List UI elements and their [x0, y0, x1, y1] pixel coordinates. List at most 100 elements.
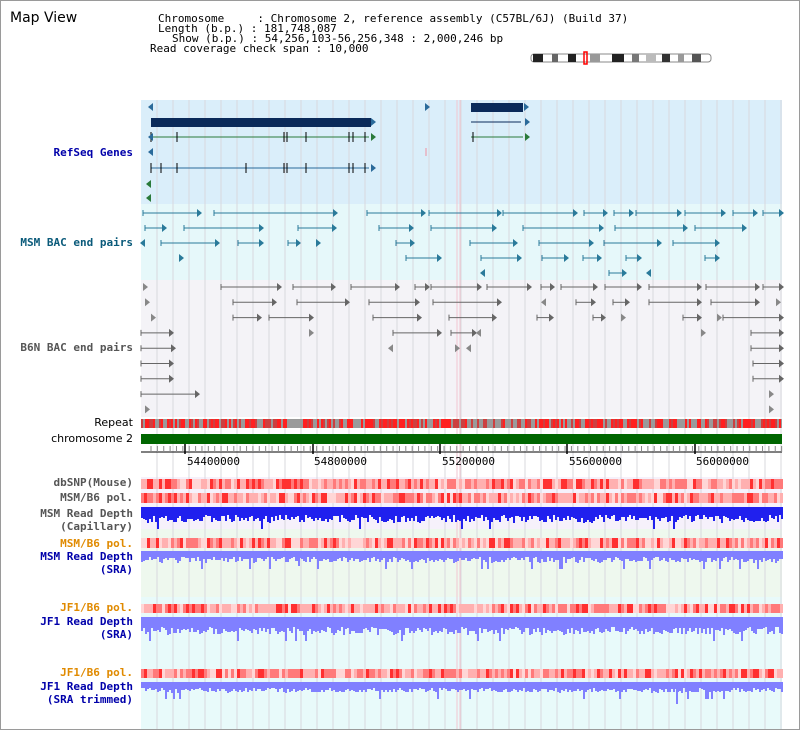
repeat-element	[275, 419, 277, 428]
capillary-depth-bar	[487, 507, 489, 520]
repeat-element	[205, 419, 207, 428]
dbsnp-density-cell	[180, 479, 183, 489]
capillary-depth-bar	[705, 507, 707, 517]
track-label-jf1-depth-sra-line1[interactable]: JF1 Read Depth	[40, 615, 133, 628]
capillary-depth-bar	[153, 507, 155, 516]
msm-sra-depth-bar	[521, 551, 523, 558]
dbsnp-density-cell	[687, 479, 690, 489]
msm-b6-pol-cell	[678, 538, 681, 548]
track-label-jf1-depth-trim-line1[interactable]: JF1 Read Depth	[40, 680, 133, 693]
dbsnp-density-cell	[258, 479, 261, 489]
msm-sra-depth-bar	[519, 551, 521, 560]
capillary-depth-bar	[367, 507, 369, 522]
msm-b6-pol-cell	[201, 538, 204, 548]
strand-arrow	[316, 239, 321, 247]
capillary-depth-bar	[141, 507, 143, 518]
jf1-trimmed-depth-bar	[311, 682, 313, 692]
jf1-trimmed-depth-bar	[229, 682, 231, 692]
msm-b6-pol-cell	[153, 493, 156, 503]
repeat-element	[545, 419, 547, 428]
msm-sra-depth-bar	[223, 551, 225, 561]
jf1-b6-pol-cell	[171, 669, 174, 678]
jf1-sra-depth-bar	[169, 617, 171, 634]
jf1-b6-pol-cell	[531, 669, 534, 678]
capillary-depth-bar	[431, 507, 433, 516]
jf1-sra-depth-bar	[257, 617, 259, 634]
capillary-depth-bar	[195, 507, 197, 520]
msm-b6-pol-cell	[276, 493, 279, 503]
dbsnp-density-cell	[318, 479, 321, 489]
capillary-depth-bar	[751, 507, 753, 521]
msm-sra-depth-bar	[353, 551, 355, 561]
capillary-depth-bar	[601, 507, 603, 517]
dbsnp-density-cell	[189, 479, 192, 489]
capillary-depth-bar	[325, 507, 327, 519]
jf1-trimmed-depth-bar	[351, 682, 353, 690]
track-label-msm-b6-pol-1[interactable]: MSM/B6 pol.	[60, 491, 133, 504]
chromosome-ideogram[interactable]	[528, 51, 714, 65]
dbsnp-density-cell	[261, 479, 264, 489]
msm-sra-depth-bar	[249, 551, 251, 569]
msm-sra-depth-bar	[549, 551, 551, 561]
msm-b6-pol-cell	[588, 493, 591, 503]
strand-arrow	[309, 328, 314, 337]
jf1-sra-depth-bar	[305, 617, 307, 641]
track-label-refseq[interactable]: RefSeq Genes	[53, 146, 133, 159]
track-label-msm-depth-cap-line1[interactable]: MSM Read Depth	[40, 507, 133, 520]
jf1-b6-pol-cell	[756, 604, 759, 613]
dbsnp-density-cell	[747, 479, 750, 489]
track-label-jf1-b6-pol-2[interactable]: JF1/B6 pol.	[60, 666, 133, 679]
jf1-b6-pol-cell	[747, 604, 750, 613]
dbsnp-density-cell	[405, 479, 408, 489]
repeat-element	[385, 419, 387, 428]
jf1-trimmed-depth-bar	[547, 682, 549, 692]
msm-b6-pol-cell	[456, 538, 459, 548]
track-label-msm-depth-sra-line1[interactable]: MSM Read Depth	[40, 550, 133, 563]
capillary-depth-bar	[501, 507, 503, 516]
track-label-msm-bac[interactable]: MSM BAC end pairs	[20, 236, 133, 249]
strand-arrow	[148, 148, 153, 156]
repeat-element	[675, 419, 677, 428]
jf1-trimmed-depth-bar	[633, 682, 635, 690]
capillary-depth-bar	[209, 507, 211, 516]
track-label-msm-b6-pol-2[interactable]: MSM/B6 pol.	[60, 537, 133, 550]
track-label-b6n-bac[interactable]: B6N BAC end pairs	[20, 341, 133, 354]
capillary-depth-bar	[443, 507, 445, 518]
track-label-dbsnp[interactable]: dbSNP(Mouse)	[53, 476, 133, 489]
jf1-b6-pol-cell	[711, 604, 714, 613]
jf1-sra-depth-bar	[311, 617, 313, 634]
track-label-msm-depth-sra-line2: (SRA)	[99, 563, 133, 576]
capillary-depth-bar	[631, 507, 633, 519]
jf1-trimmed-depth-bar	[301, 682, 303, 691]
msm-sra-depth-bar	[171, 551, 173, 558]
jf1-trimmed-depth-bar	[141, 682, 143, 688]
msm-sra-depth-bar	[357, 551, 359, 559]
dbsnp-density-cell	[447, 479, 450, 489]
jf1-trimmed-depth-bar	[331, 682, 333, 691]
msm-b6-pol-cell	[558, 538, 561, 548]
msm-b6-pol-cell	[147, 538, 150, 548]
msm-b6-pol-cell	[204, 493, 207, 503]
msm-b6-pol-cell	[399, 538, 402, 548]
msm-sra-depth-bar	[723, 551, 725, 558]
repeat-element	[593, 419, 595, 428]
capillary-depth-bar	[283, 507, 285, 520]
gene-block	[151, 118, 371, 127]
jf1-b6-pol-cell	[411, 604, 414, 613]
dbsnp-density-cell	[750, 479, 753, 489]
capillary-depth-bar	[391, 507, 393, 520]
repeat-element	[639, 419, 641, 428]
repeat-element	[445, 419, 447, 428]
jf1-b6-pol-cell	[744, 669, 747, 678]
track-label-jf1-b6-pol-1[interactable]: JF1/B6 pol.	[60, 601, 133, 614]
jf1-sra-depth-bar	[581, 617, 583, 628]
jf1-b6-pol-cell	[198, 669, 201, 678]
msm-sra-depth-bar	[349, 551, 351, 560]
msm-b6-pol-cell	[732, 493, 735, 503]
jf1-b6-pol-cell	[612, 669, 615, 678]
msm-b6-pol-cell	[291, 493, 294, 503]
dbsnp-density-cell	[366, 479, 369, 489]
jf1-b6-pol-cell	[735, 604, 738, 613]
msm-b6-pol-cell	[192, 493, 195, 503]
